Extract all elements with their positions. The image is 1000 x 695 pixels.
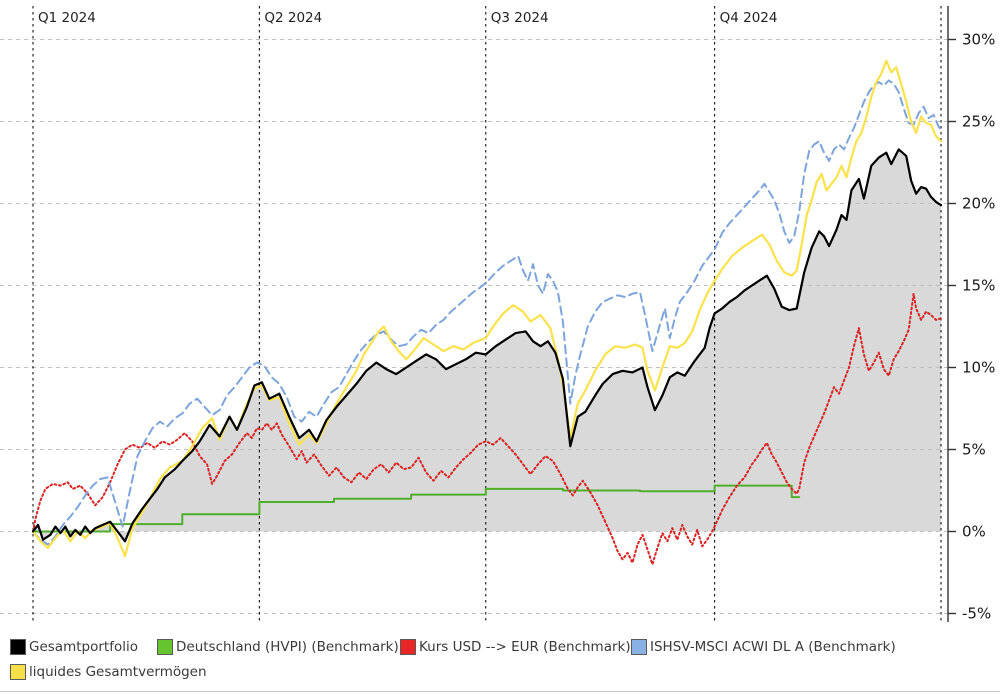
legend-swatch: [400, 639, 416, 655]
y-axis-label: 5%: [962, 441, 986, 459]
y-axis-label: -5%: [962, 605, 991, 623]
legend-item-ishsv-msci-acwi-dl-a-benchmark: ISHSV-MSCI ACWI DL A (Benchmark): [631, 638, 896, 656]
y-axis-label: 25%: [962, 113, 995, 131]
chart-legend: Gesamtportfolio Deutschland (HVPI) (Bench…: [0, 630, 1000, 688]
series-line-ishsv-msci-acwi-dl-a-benchmark: [32, 79, 942, 546]
series-line-kurs-usd-eur-benchmark: [32, 292, 942, 566]
quarter-label: Q4 2024: [720, 10, 778, 26]
y-axis-label: 0%: [962, 523, 986, 541]
legend-swatch: [10, 664, 26, 680]
y-axis-label: 10%: [962, 359, 995, 377]
y-axis-label: 20%: [962, 195, 995, 213]
legend-label: Deutschland (HVPI) (Benchmark): [176, 639, 399, 655]
series-line-gesamtportfolio: [31, 148, 943, 543]
legend-item-gesamtportfolio: Gesamtportfolio: [10, 638, 138, 656]
legend-item-liquides-gesamtverm-gen: liquides Gesamtvermögen: [10, 663, 207, 681]
y-axis-label: 30%: [962, 31, 995, 49]
legend-item-kurs-usd-eur-benchmark: Kurs USD --> EUR (Benchmark): [400, 638, 631, 656]
quarter-label: Q1 2024: [38, 10, 96, 26]
y-axis-label: 15%: [962, 277, 995, 295]
chart-canvas: Q1 2024 Q2 2024 Q3 2024 Q4 2024 30% 25% 20% 15%…: [0, 6, 995, 623]
legend-label: Kurs USD --> EUR (Benchmark): [419, 639, 631, 655]
quarter-label: Q3 2024: [491, 10, 549, 26]
legend-swatch: [10, 639, 26, 655]
legend-label: liquides Gesamtvermögen: [29, 664, 207, 680]
legend-item-deutschland-hvpi-benchmark: Deutschland (HVPI) (Benchmark): [157, 638, 399, 656]
legend-swatch: [631, 639, 647, 655]
legend-swatch: [157, 639, 173, 655]
legend-label: ISHSV-MSCI ACWI DL A (Benchmark): [650, 639, 896, 655]
portfolio-area-fill: [33, 149, 941, 542]
series-line-deutschland-hvpi-benchmark: [32, 484, 801, 533]
quarter-label: Q2 2024: [264, 10, 322, 26]
bottom-separator: [0, 691, 1000, 692]
series-line-liquides-gesamtverm-gen: [31, 59, 943, 558]
legend-label: Gesamtportfolio: [29, 639, 138, 655]
